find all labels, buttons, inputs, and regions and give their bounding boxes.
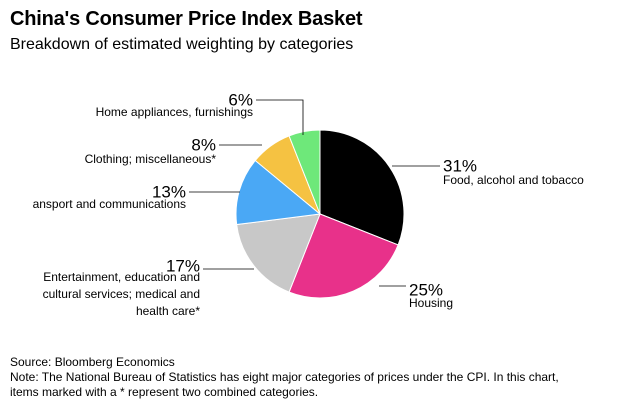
slice-value-label-5: 6% bbox=[228, 91, 253, 110]
note-line-2: items marked with a * represent two comb… bbox=[10, 385, 319, 399]
pie-slice-1 bbox=[288, 213, 399, 299]
pie-slice-2 bbox=[236, 213, 321, 293]
slice-category-label-0: Food, alcohol and tobacco bbox=[443, 173, 584, 187]
source-note: Source: Bloomberg Economics bbox=[10, 355, 175, 369]
pie-slice-5 bbox=[288, 129, 321, 215]
slice-category-label-3: ansport and communications bbox=[33, 197, 186, 211]
slice-category-label-4: Clothing; miscellaneous* bbox=[85, 152, 217, 166]
pie-slice-3 bbox=[235, 159, 322, 226]
chart-footer: Source: Bloomberg Economics Note: The Na… bbox=[10, 355, 559, 400]
slice-category-label-2: cultural services; medical and bbox=[43, 287, 200, 301]
slice-category-label-2: health care* bbox=[136, 304, 200, 318]
slice-category-label-2: Entertainment, education and bbox=[43, 270, 200, 284]
slice-value-label-0: 31% bbox=[443, 157, 477, 176]
note-line-1: Note: The National Bureau of Statistics … bbox=[10, 370, 559, 384]
slice-value-label-4: 8% bbox=[191, 136, 216, 155]
chart-title: China's Consumer Price Index Basket bbox=[10, 8, 363, 30]
slice-category-label-1: Housing bbox=[409, 296, 453, 310]
leader-line-5 bbox=[256, 99, 304, 135]
slice-category-label-5: Home appliances, furnishings bbox=[96, 105, 253, 119]
slice-value-label-1: 25% bbox=[409, 281, 443, 300]
pie-slice-0 bbox=[319, 129, 405, 246]
chart-subtitle: Breakdown of estimated weighting by cate… bbox=[10, 36, 354, 53]
slice-value-label-3: 13% bbox=[152, 183, 186, 202]
slice-value-label-2: 17% bbox=[166, 257, 200, 276]
